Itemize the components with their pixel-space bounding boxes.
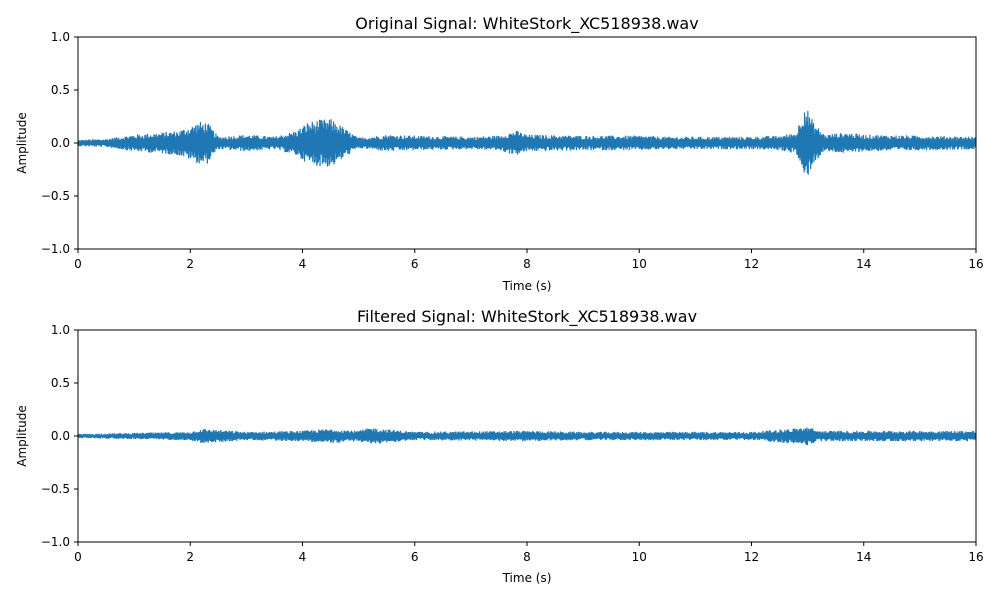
x-tick-label: 12 (744, 550, 759, 564)
y-axis-ticks: 1.0 0.5 0.0 −0.5 −1.0 (41, 30, 78, 256)
x-tick-label: 4 (299, 550, 307, 564)
y-tick-label: 0.0 (51, 136, 70, 150)
x-tick-label: 6 (411, 550, 419, 564)
signal-waveform-line (77, 110, 977, 175)
x-tick-label: 0 (74, 550, 82, 564)
x-tick-label: 2 (186, 550, 194, 564)
x-tick-label: 8 (523, 257, 531, 271)
y-tick-label: −1.0 (41, 535, 70, 549)
y-tick-label: 0.5 (51, 376, 70, 390)
y-tick-label: 1.0 (51, 30, 70, 44)
y-tick-label: 0.0 (51, 429, 70, 443)
signal-series (77, 110, 977, 175)
plot-title: Original Signal: WhiteStork_XC518938.wav (355, 14, 698, 34)
y-tick-label: −1.0 (41, 242, 70, 256)
y-tick-label: −0.5 (41, 482, 70, 496)
x-tick-label: 8 (523, 550, 531, 564)
x-tick-label: 14 (856, 257, 871, 271)
x-tick-label: 16 (968, 257, 983, 271)
x-tick-label: 0 (74, 257, 82, 271)
signal-series (77, 427, 977, 446)
x-tick-label: 4 (299, 257, 307, 271)
y-axis-label: Amplitude (15, 112, 29, 174)
x-tick-label: 12 (744, 257, 759, 271)
filtered-signal-plot: Filtered Signal: WhiteStork_XC518938.wav… (15, 307, 984, 585)
y-tick-label: 1.0 (51, 323, 70, 337)
y-axis-ticks: 1.0 0.5 0.0 −0.5 −1.0 (41, 323, 78, 549)
x-axis-label: Time (s) (502, 571, 552, 585)
y-axis-label: Amplitude (15, 405, 29, 467)
y-tick-label: 0.5 (51, 83, 70, 97)
x-axis-ticks: 0 2 4 6 8 10 12 14 16 (74, 542, 984, 564)
signal-waveform-line (77, 427, 977, 446)
y-tick-label: −0.5 (41, 189, 70, 203)
x-tick-label: 14 (856, 550, 871, 564)
x-tick-label: 2 (186, 257, 194, 271)
x-tick-label: 10 (632, 550, 647, 564)
plot-title: Filtered Signal: WhiteStork_XC518938.wav (357, 307, 697, 327)
x-tick-label: 6 (411, 257, 419, 271)
original-signal-plot: Original Signal: WhiteStork_XC518938.wav… (15, 14, 984, 293)
x-axis-ticks: 0 2 4 6 8 10 12 14 16 (74, 249, 984, 271)
x-tick-label: 10 (632, 257, 647, 271)
x-axis-label: Time (s) (502, 279, 552, 293)
x-tick-label: 16 (968, 550, 983, 564)
